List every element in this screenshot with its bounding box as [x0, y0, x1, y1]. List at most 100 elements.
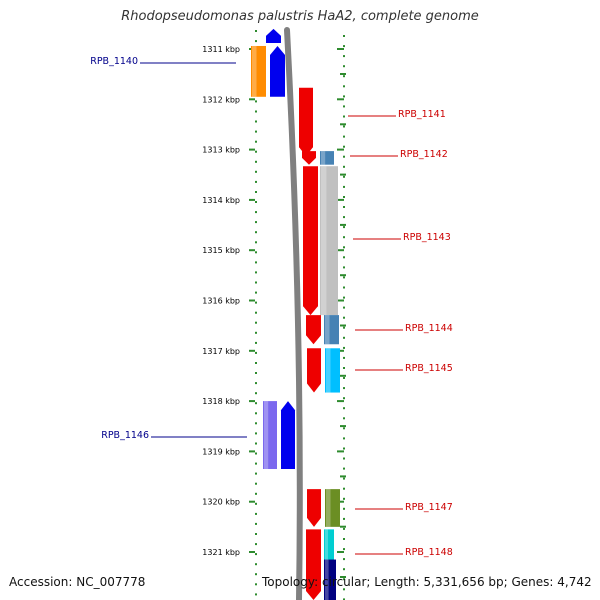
kbp-minor-tick — [340, 525, 346, 528]
ruler-dot — [343, 356, 345, 359]
kbp-tick-right — [337, 299, 344, 302]
kbp-tick-right — [337, 148, 344, 151]
kbp-minor-tick — [340, 324, 346, 327]
gene-label[interactable]: RPB_1148 — [405, 547, 453, 558]
ruler-dot — [343, 185, 345, 188]
gene-label[interactable]: RPB_1141 — [398, 109, 446, 120]
cds-block[interactable] — [325, 348, 340, 393]
ruler-dot — [343, 85, 345, 88]
kbp-tick-label: 1319 kbp — [202, 447, 240, 456]
kbp-tick-right — [337, 551, 344, 553]
gene-label[interactable]: RPB_1145 — [405, 363, 453, 374]
ruler-dot — [343, 206, 345, 208]
kbp-tick-left — [249, 400, 255, 403]
cds-block[interactable] — [320, 151, 334, 165]
kbp-tick-label: 1318 kbp — [202, 397, 240, 406]
gene-arrow[interactable] — [270, 45, 285, 97]
cds-block[interactable] — [325, 489, 340, 527]
cds-block[interactable] — [251, 45, 266, 97]
ruler-dot — [255, 462, 257, 465]
gene-label[interactable]: RPB_1140 — [90, 56, 138, 67]
ruler-dot — [255, 593, 257, 596]
ruler-dot — [255, 40, 257, 43]
ruler-dot — [255, 221, 257, 224]
ruler-dot — [255, 140, 257, 143]
kbp-tick-label: 1317 kbp — [202, 347, 240, 356]
kbp-tick-right — [337, 249, 344, 252]
ruler-dot — [255, 160, 257, 163]
ruler-dot — [343, 145, 345, 148]
ruler-dot — [255, 120, 257, 123]
cds-block[interactable] — [320, 166, 338, 316]
ruler-dot — [343, 55, 345, 58]
gene-label[interactable]: RPB_1142 — [400, 149, 448, 160]
ruler-dot — [255, 382, 257, 385]
ruler-dot — [343, 397, 345, 400]
gene-highlight — [326, 489, 331, 527]
cds-block[interactable] — [324, 559, 336, 600]
kbp-tick-label: 1313 kbp — [202, 146, 240, 155]
ruler-dot — [343, 35, 345, 37]
gene-labels[interactable]: RPB_1140 RPB_1141 RPB_1142 RPB_1143 RPB_1144… — [90, 56, 453, 558]
kbp-tick-left — [249, 551, 255, 553]
ruler-dot — [255, 110, 257, 113]
gene-arrow[interactable] — [307, 348, 321, 393]
kbp-tick-label: 1311 kbp — [202, 45, 240, 54]
ruler-dot — [255, 482, 257, 485]
ruler-dot — [255, 331, 257, 334]
right-ruler-dots — [343, 35, 345, 600]
ruler-dot — [343, 45, 345, 48]
gene-arrow[interactable] — [266, 28, 281, 43]
ruler-dot — [343, 558, 345, 561]
gene-tracks[interactable] — [251, 28, 340, 600]
ruler-dot — [343, 165, 345, 168]
ruler-dot — [343, 196, 345, 198]
ruler-dot — [255, 502, 257, 505]
ruler-dot — [343, 75, 345, 78]
gene-arrow[interactable] — [307, 489, 321, 527]
kbp-tick-right — [337, 450, 344, 453]
kbp-minor-tick — [340, 173, 346, 176]
gene-label[interactable]: RPB_1147 — [405, 502, 453, 513]
gene-highlight — [325, 559, 329, 600]
gene-label[interactable]: RPB_1146 — [101, 430, 149, 441]
gene-arrow[interactable] — [299, 87, 313, 157]
ruler-dot — [255, 422, 257, 425]
ruler-dot — [255, 492, 257, 495]
cds-block[interactable] — [324, 315, 339, 345]
cds-block[interactable] — [263, 401, 277, 470]
ruler-dot — [343, 155, 345, 158]
gene-label[interactable]: RPB_1143 — [403, 232, 451, 243]
ruler-dot — [343, 457, 345, 460]
ruler-dot — [255, 533, 257, 535]
ruler-dot — [343, 437, 345, 440]
gene-label[interactable]: RPB_1144 — [405, 323, 453, 334]
ruler-dot — [343, 95, 345, 98]
ruler-dot — [255, 150, 257, 153]
gene-arrow[interactable] — [306, 529, 321, 600]
ruler-dot — [255, 452, 257, 455]
genome-backbone — [284, 27, 303, 600]
ruler-dot — [255, 402, 257, 405]
gene-arrow[interactable] — [302, 151, 316, 165]
topology-text: Topology: circular; Length: 5,331,656 bp… — [262, 575, 592, 589]
kbp-minor-tick — [340, 425, 346, 428]
ruler-dot — [255, 170, 257, 173]
ruler-dot — [255, 442, 257, 445]
ruler-dot — [343, 507, 345, 510]
ruler-dot — [343, 105, 345, 108]
gene-arrow[interactable] — [303, 166, 318, 316]
kbp-tick-label: 1320 kbp — [202, 498, 240, 507]
kbp-tick-left — [249, 450, 255, 453]
ruler-dot — [255, 201, 257, 203]
kbp-minor-tick — [340, 223, 346, 226]
ruler-dot — [343, 336, 345, 339]
gene-arrow[interactable] — [306, 315, 321, 345]
ruler-dot — [255, 543, 257, 546]
ruler-dot — [255, 241, 257, 244]
gene-arrow[interactable] — [281, 401, 295, 470]
map-title: Rhodopseudomonas palustris HaA2, complet… — [121, 9, 479, 24]
ruler-dot — [343, 286, 345, 289]
ruler-dot — [343, 517, 345, 520]
